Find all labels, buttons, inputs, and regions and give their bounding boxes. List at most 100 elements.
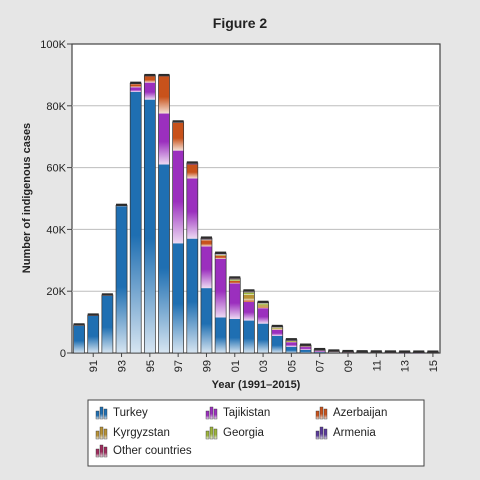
bar-top-cap — [370, 350, 382, 353]
bar-segment-tajikistan — [314, 350, 326, 353]
bar-segment-tajikistan — [271, 329, 283, 336]
bar-segment-turkey — [73, 325, 85, 353]
legend-swatch-icon — [95, 444, 108, 458]
chart-title: Figure 2 — [213, 15, 268, 31]
bar-top-cap — [342, 349, 354, 353]
bar-segment-azerbaijan — [243, 300, 255, 303]
y-tick-label: 80K — [46, 101, 66, 113]
bar-segment-armenia — [215, 254, 227, 255]
bar-top-cap — [257, 300, 269, 304]
legend-item-azerbaijan: Azerbaijan — [315, 406, 387, 420]
bar-segment-georgia — [285, 340, 297, 342]
bar-outline — [129, 82, 142, 354]
bar-segment-tajikistan — [300, 346, 312, 350]
y-tick-label: 60K — [46, 163, 66, 175]
legend-swatch-icon — [315, 426, 328, 440]
bar-top-cap — [87, 313, 99, 316]
bar-segment-kyrgyzstan — [243, 294, 255, 301]
legend-item-turkey: Turkey — [95, 406, 148, 420]
bar-top-cap — [356, 350, 368, 353]
bar-segment-turkey — [300, 349, 312, 353]
bar-segment-azerbaijan — [186, 164, 198, 179]
legend-label: Other countries — [113, 445, 192, 457]
bar-top-cap — [243, 289, 255, 292]
bar-top-cap — [384, 350, 396, 353]
bar-segment-armenia — [243, 291, 255, 293]
bar-segment-turkey — [200, 288, 212, 353]
bar-top-cap — [300, 343, 312, 346]
bar-segment-kyrgyzstan — [271, 328, 283, 330]
y-tick-label: 20K — [46, 286, 66, 298]
bar-outline — [384, 351, 397, 354]
legend-label: Turkey — [113, 407, 148, 419]
bar-top-cap — [130, 81, 142, 85]
legend-label: Kyrgyzstan — [113, 427, 170, 439]
bar-segment-georgia — [229, 279, 241, 282]
bar-segment-azerbaijan — [215, 255, 227, 259]
bar-outline — [412, 351, 425, 354]
bar-top-cap — [271, 324, 283, 328]
bar-segment-georgia — [243, 292, 255, 295]
bar-segment-tajikistan — [130, 87, 142, 92]
bar-top-cap — [172, 120, 184, 123]
y-axis-ticks: 0 20K 40K 60K 80K 100K — [40, 39, 72, 360]
x-tick-label: 97 — [173, 360, 185, 372]
x-axis-title: Year (1991–2015) — [212, 379, 301, 391]
bar-segment-azerbaijan — [158, 76, 170, 114]
bar-segment-azerbaijan — [229, 281, 241, 284]
bar-segment-turkey — [101, 295, 113, 353]
bar-segment-armenia — [200, 238, 212, 240]
bar-top-cap — [399, 350, 411, 353]
x-tick-label: 95 — [145, 360, 157, 372]
bar-top-cap — [73, 323, 85, 326]
bar-outline — [73, 324, 85, 354]
bar-outline — [299, 344, 312, 354]
bar-top-cap — [116, 203, 128, 207]
x-tick-label: 11 — [371, 360, 383, 371]
bar-segment-turkey — [87, 315, 99, 353]
x-tick-label: 15 — [428, 360, 440, 372]
bar-outline — [327, 350, 340, 354]
x-tick-label: 07 — [315, 360, 327, 372]
bar-segment-azerbaijan — [172, 122, 184, 151]
bar-top-cap — [101, 293, 113, 296]
bar-segment-turkey — [130, 91, 142, 353]
x-tick-label: 05 — [286, 360, 298, 372]
legend-swatch-icon — [205, 406, 218, 420]
y-axis-title: Number of indigenous cases — [21, 123, 33, 273]
bar-top-cap — [413, 350, 425, 353]
legend-label: Armenia — [333, 427, 376, 439]
legend-item-other-countries: Other countries — [95, 444, 192, 458]
x-tick-label: 09 — [343, 360, 355, 372]
bar-top-cap — [314, 347, 326, 351]
bar-outline — [214, 252, 227, 354]
x-tick-label: 13 — [400, 360, 412, 372]
bar-segment-kyrgyzstan — [257, 305, 269, 308]
legend-swatch-icon — [205, 426, 218, 440]
bar-segment-turkey — [172, 243, 184, 353]
bar-segment-azerbaijan — [271, 329, 283, 330]
bar-top-cap — [328, 349, 340, 352]
bar-outline — [243, 290, 255, 354]
legend-swatch-icon — [315, 406, 328, 420]
bar-outline — [186, 162, 199, 354]
x-tick-label: 93 — [117, 360, 129, 372]
legend-item-tajikistan: Tajikistan — [205, 406, 270, 420]
y-tick-label: 0 — [60, 348, 66, 360]
bar-segment-turkey — [144, 99, 156, 354]
bar-top-cap — [158, 73, 170, 77]
bar-segment-azerbaijan — [200, 240, 212, 247]
bar-outline — [158, 75, 170, 354]
bar-segment-turkey — [243, 320, 255, 353]
bar-top-cap — [229, 276, 241, 279]
bar-segment-tajikistan — [243, 302, 255, 321]
legend: Turkey Tajikistan Azerbaijan Kyrgyzstan Geor… — [95, 406, 387, 458]
bar-segment-georgia — [257, 303, 269, 306]
bar-top-cap — [427, 350, 439, 353]
bar-segment-tajikistan — [257, 308, 269, 324]
bar-segment-azerbaijan — [257, 307, 269, 309]
y-tick-label: 40K — [46, 224, 66, 236]
x-tick-label: 03 — [258, 360, 270, 372]
